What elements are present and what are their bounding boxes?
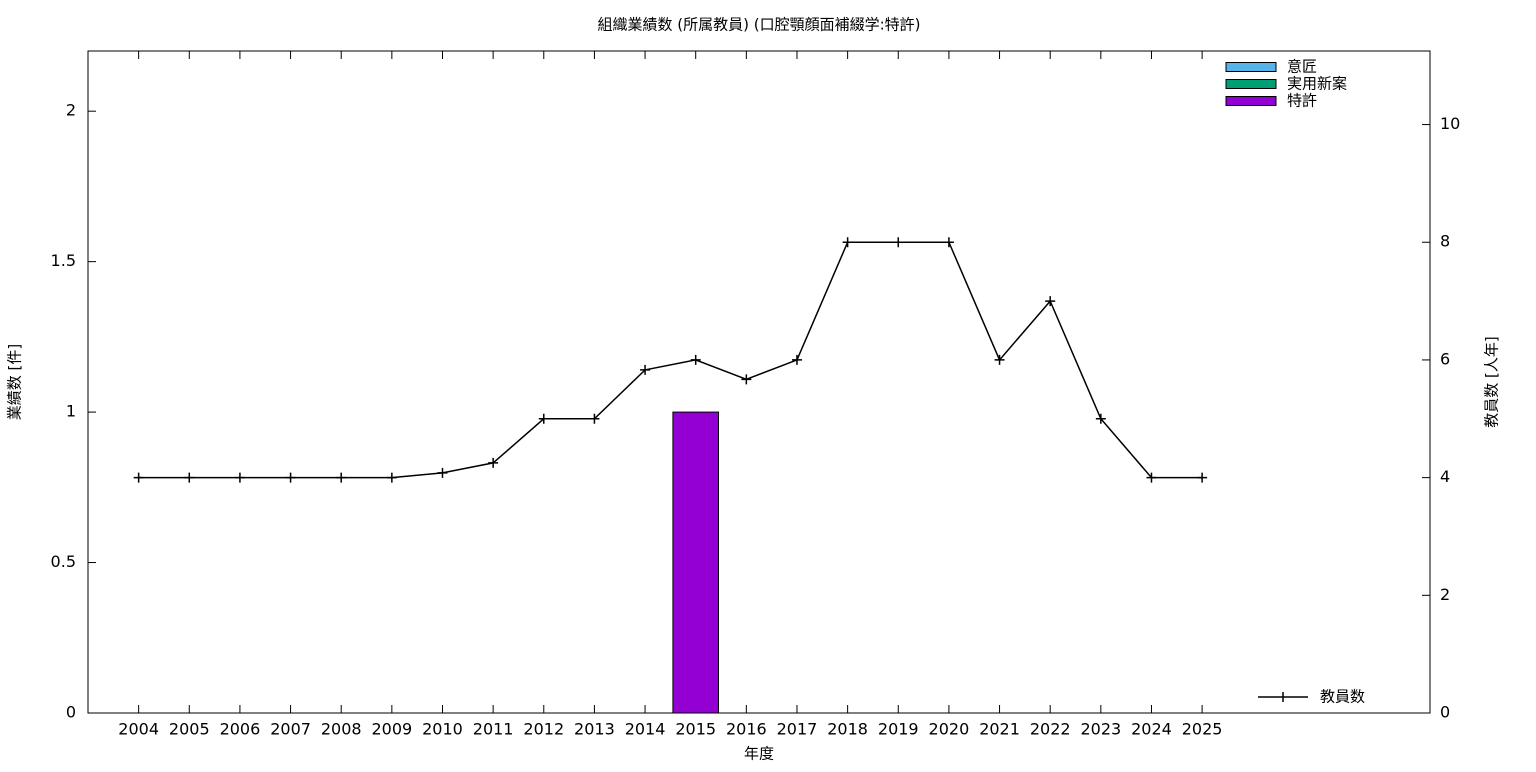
x-tick-label: 2012 [523,720,564,739]
x-tick-label: 2025 [1182,720,1223,739]
point-marker [842,237,853,248]
point-marker [234,472,245,483]
x-tick-label: 2008 [321,720,362,739]
point-marker [741,374,752,385]
x-tick-label: 2013 [574,720,615,739]
point-marker [1045,296,1056,307]
point-marker [488,457,499,468]
y2-tick-label: 0 [1440,703,1450,722]
y2-tick-label: 10 [1440,114,1460,133]
y-tick-label: 1 [66,402,76,421]
point-marker [285,472,296,483]
x-tick-label: 2005 [169,720,210,739]
point-marker [336,472,347,483]
point-marker [640,364,651,375]
point-marker [994,354,1005,365]
y2-axis-label: 教員数 [人年] [1483,336,1501,427]
x-tick-label: 2010 [422,720,463,739]
point-marker [893,237,904,248]
x-tick-label: 2009 [371,720,412,739]
x-tick-label: 2021 [979,720,1020,739]
y2-tick-label: 4 [1440,467,1450,486]
legend-label: 教員数 [1320,688,1365,706]
x-tick-label: 2022 [1030,720,1071,739]
y-tick-label: 0 [66,703,76,722]
y2-tick-label: 6 [1440,349,1450,368]
y-tick-label: 2 [66,101,76,120]
plot-frame [87,50,1431,714]
x-tick-label: 2023 [1080,720,1121,739]
point-marker [791,354,802,365]
x-tick-label: 2018 [827,720,868,739]
x-tick-label: 2014 [625,720,666,739]
y2-tick-label: 8 [1440,232,1450,251]
point-marker [589,413,600,424]
point-marker [133,472,144,483]
legend-label: 実用新案 [1287,75,1347,93]
legend-swatch [1225,96,1277,106]
legend-label: 特許 [1287,92,1317,110]
x-tick-label: 2017 [777,720,818,739]
legend-swatch [1225,79,1277,89]
x-tick-label: 2007 [270,720,311,739]
chart-title: 組織業績数 (所属教員) (口腔顎顔面補綴学:特許) [597,16,920,34]
x-tick-label: 2004 [118,720,159,739]
y2-tick-label: 2 [1440,585,1450,604]
point-marker [1095,413,1106,424]
point-marker [538,413,549,424]
point-marker [386,472,397,483]
x-tick-label: 2011 [473,720,514,739]
point-marker [690,354,701,365]
x-tick-label: 2016 [726,720,767,739]
bar [672,411,719,714]
point-marker [1146,472,1157,483]
y-axis-label: 業績数 [件] [6,344,24,420]
point-marker [1197,472,1208,483]
x-tick-label: 2019 [878,720,919,739]
x-tick-label: 2006 [220,720,261,739]
line [138,241,1203,479]
x-tick-label: 2015 [675,720,716,739]
point-marker [437,467,448,478]
y-tick-label: 1.5 [51,251,76,270]
point-marker [943,237,954,248]
x-axis-label: 年度 [744,745,774,763]
y-tick-label: 0.5 [51,552,76,571]
legend-label: 意匠 [1287,58,1317,76]
x-tick-label: 2020 [929,720,970,739]
x-tick-label: 2024 [1131,720,1172,739]
point-marker [184,472,195,483]
legend-swatch [1225,62,1277,72]
legend-line [1258,692,1308,702]
